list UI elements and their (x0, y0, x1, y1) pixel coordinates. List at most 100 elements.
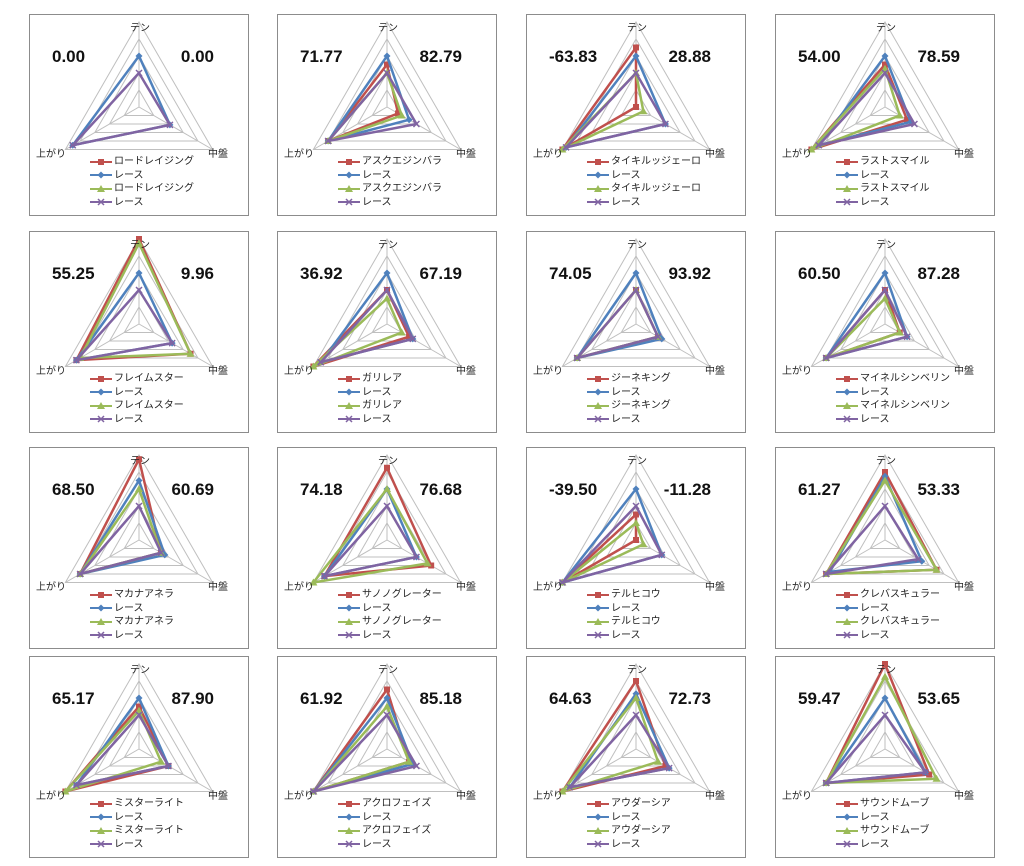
right-score: 0.00 (180, 47, 214, 66)
legend-entry: ジーネキング (587, 399, 671, 413)
legend-entry: レース (90, 413, 184, 427)
legend-entry: レース (90, 196, 194, 210)
radar-point (815, 141, 823, 149)
radar-point (168, 339, 176, 347)
radar-point (881, 472, 889, 480)
legend-swatch (338, 631, 360, 639)
radar-point (633, 537, 639, 543)
radar-point (662, 763, 669, 769)
radar-point (164, 762, 172, 770)
radar-point (405, 757, 414, 765)
legend-entry: クレバスキュラー (836, 588, 940, 602)
legend-label: マカナアネラ (114, 616, 174, 627)
radar-gridline (327, 470, 447, 575)
radar-chart-panel: 71.77 82.79 テン 中盤 上がり アスクエジンバラ レース アスクエジンバラ レース (277, 14, 497, 216)
legend-label: ジーネキング (611, 400, 671, 411)
right-score: -11.28 (663, 480, 711, 499)
radar-spoke (635, 539, 710, 583)
right-score: 67.19 (419, 264, 462, 283)
legend-swatch (587, 375, 609, 382)
radar-series-line (815, 53, 913, 148)
radar-spoke (884, 323, 959, 367)
legend-label: レース (114, 386, 144, 398)
radar-spoke (811, 106, 886, 150)
radar-point (881, 269, 889, 277)
radar-point (632, 69, 640, 77)
legend-label: レース (362, 413, 392, 425)
legend-entry: フレイムスター (90, 372, 184, 386)
radar-point (383, 702, 391, 710)
legend-swatch (90, 617, 112, 625)
radar-point (383, 52, 391, 60)
radar-gridline (810, 20, 960, 150)
legend-entry: ラストスマイル (836, 182, 930, 196)
radar-point (910, 120, 918, 128)
radar-point (632, 52, 640, 60)
legend-entry: レース (338, 169, 442, 183)
legend: タイキルッジェーロ レース タイキルッジェーロ レース (587, 155, 701, 209)
axis-label-chuban: 中盤 (208, 582, 228, 593)
axis-label-agari: 上がり (533, 582, 563, 593)
legend-swatch (587, 198, 609, 206)
left-score: -39.50 (549, 480, 598, 499)
axis-label-chuban: 中盤 (456, 366, 476, 377)
legend-entry: タイキルッジェーロ (587, 182, 701, 196)
radar-gridline (371, 730, 403, 758)
right-score: 60.69 (171, 480, 214, 499)
legend-label: クレバスキュラー (860, 616, 940, 627)
legend-label: レース (114, 811, 144, 823)
radar-point (384, 61, 390, 68)
radar-point (136, 703, 142, 710)
radar-series-line (558, 503, 664, 585)
radar-point (881, 294, 889, 302)
radar-point (324, 137, 332, 145)
legend-swatch (836, 840, 858, 848)
legend: ガリレア レース ガリレア レース (338, 372, 402, 426)
radar-series-line (822, 503, 921, 576)
radar-point (135, 269, 143, 277)
right-score: 87.28 (917, 264, 960, 283)
legend-swatch (836, 631, 858, 639)
radar-point (639, 107, 648, 115)
radar-point (383, 286, 391, 294)
radar-chart-panel: 65.17 87.90 テン 中盤 上がり ミスターライト レース ミスターライト レース (29, 656, 249, 858)
legend-entry: レース (338, 602, 442, 616)
legend-entry: レース (90, 169, 194, 183)
legend-label: レース (362, 196, 392, 208)
radar-point (309, 362, 318, 370)
radar-point (654, 757, 663, 765)
legend-label: ロードレイジング (114, 156, 194, 167)
legend-label: レース (860, 169, 890, 181)
axis-label-ten: テン (378, 665, 398, 676)
legend-label: レース (362, 602, 392, 614)
radar-gridline (561, 453, 711, 583)
axis-label-ten: テン (876, 240, 896, 251)
legend-entry: レース (90, 629, 174, 643)
radar-series-line (78, 240, 193, 360)
radar-point (320, 572, 328, 580)
legend-label: レース (114, 169, 144, 181)
legend-label: マカナアネラ (114, 589, 174, 600)
axis-label-chuban: 中盤 (954, 791, 974, 802)
radar-spoke (138, 539, 213, 583)
legend-swatch (836, 388, 858, 396)
legend-label: レース (860, 196, 890, 208)
legend: ラストスマイル レース ラストスマイル レース (836, 155, 930, 209)
legend-swatch (587, 813, 609, 821)
legend-entry: アクロフェイズ (338, 824, 431, 838)
radar-chart-panel: -63.83 28.88 テン 中盤 上がり タイキルッジェーロ レース タイキルッジェーロレ… (526, 14, 746, 216)
radar-gridline (79, 679, 199, 784)
radar-gridline (576, 679, 696, 784)
legend-swatch (836, 826, 858, 834)
legend-swatch (836, 198, 858, 206)
legend-label: クレバスキュラー (860, 589, 940, 600)
legend-swatch (836, 617, 858, 625)
radar-gridline (79, 37, 199, 142)
radar-gridline (312, 20, 462, 150)
legend-swatch (836, 813, 858, 821)
legend-entry: レース (836, 811, 929, 825)
radar-gridline (371, 521, 403, 549)
radar-point (135, 711, 143, 719)
radar-chart-panel: 60.50 87.28 テン 中盤 上がり マイネルシンベリン レース マイネルシンベリン レー… (775, 231, 995, 433)
radar-chart-panel: 36.92 67.19 テン 中盤 上がり ガリレア レース ガリレア レース (277, 231, 497, 433)
